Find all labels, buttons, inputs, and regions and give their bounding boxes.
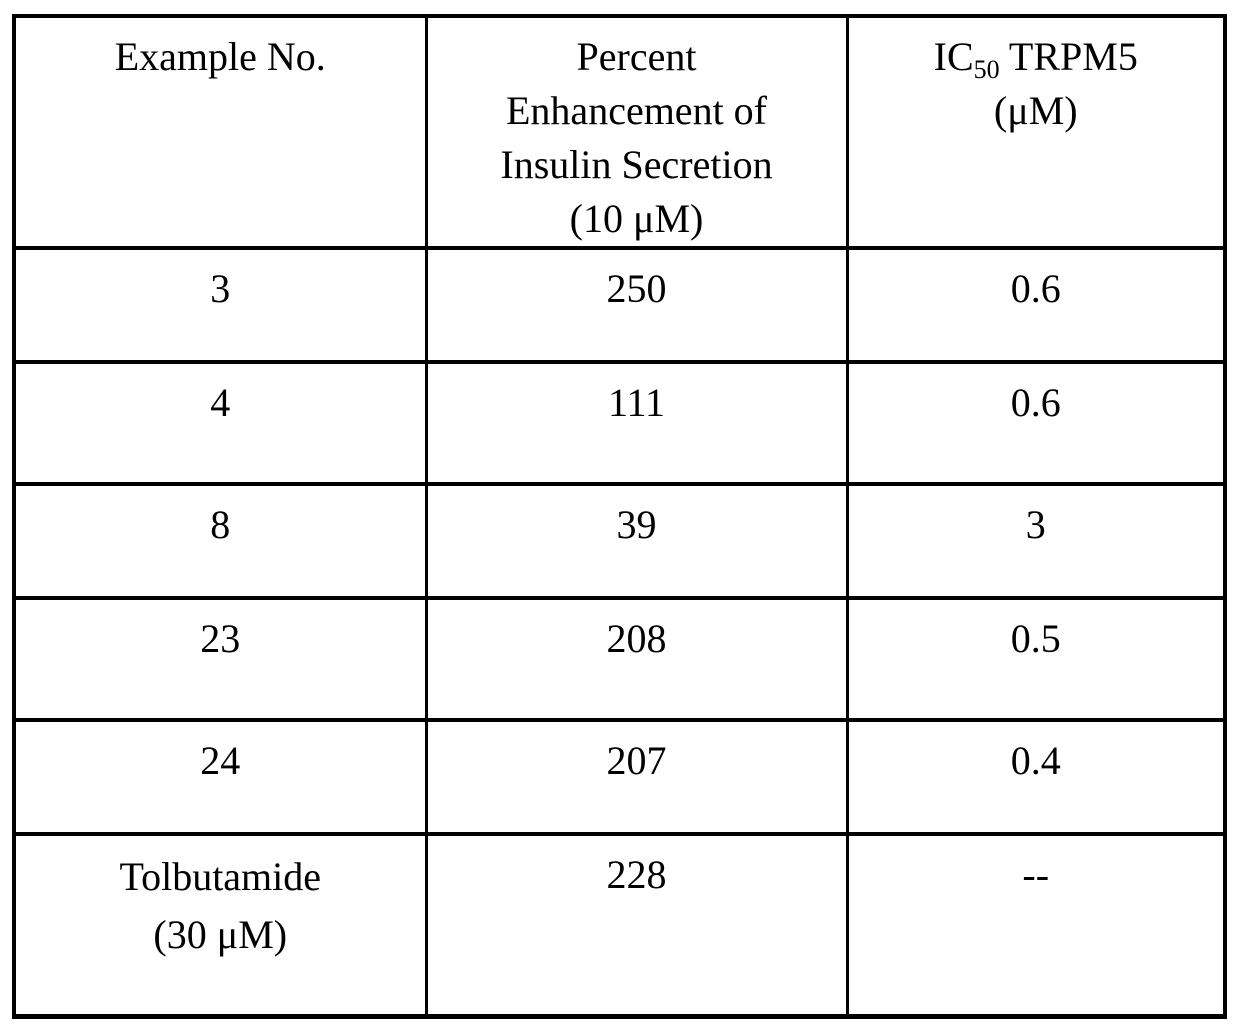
cell-percent-enhancement: 207 (424, 718, 849, 836)
cell-percent-enhancement: 111 (424, 360, 849, 486)
ic-suffix: TRPM5 (999, 34, 1138, 79)
cell-ic50: -- (845, 832, 1227, 1019)
table-header-row: Example No. Percent Enhancement of Insul… (12, 14, 1227, 250)
cell-ic50: 0.6 (845, 360, 1227, 486)
header-line: Enhancement of (506, 88, 767, 133)
header-example-no-label: Example No. (114, 34, 326, 79)
cell-ic50: 0.6 (845, 246, 1227, 364)
cell-example-no: 4 (12, 360, 428, 486)
table-row: Tolbutamide (30 μM) 228 -- (12, 832, 1227, 1019)
header-line: IC50 TRPM5 (857, 30, 1216, 84)
ic-prefix: IC (933, 34, 974, 79)
cell-ic50: 0.5 (845, 596, 1227, 722)
table-row: 3 250 0.6 (12, 246, 1227, 364)
cell-percent-enhancement: 250 (424, 246, 849, 364)
table-row: 4 111 0.6 (12, 360, 1227, 486)
tolbutamide-line: Tolbutamide (119, 854, 322, 899)
header-example-no: Example No. (12, 14, 428, 250)
cell-example-no: 24 (12, 718, 428, 836)
cell-percent-enhancement: 208 (424, 596, 849, 722)
table-row: 24 207 0.4 (12, 718, 1227, 836)
cell-ic50: 0.4 (845, 718, 1227, 836)
ic-subscript: 50 (973, 55, 1000, 84)
table-row: 8 39 3 (12, 482, 1227, 600)
cell-example-no: 23 (12, 596, 428, 722)
cell-example-no: 3 (12, 246, 428, 364)
header-line: (10 μM) (569, 196, 704, 241)
header-percent-enhancement: Percent Enhancement of Insulin Secretion… (424, 14, 849, 250)
cell-ic50: 3 (845, 482, 1227, 600)
header-ic50-trpm5: IC50 TRPM5 (μM) (845, 14, 1227, 250)
header-line: (μM) (993, 88, 1078, 133)
results-table: Example No. Percent Enhancement of Insul… (12, 14, 1227, 1019)
cell-percent-enhancement: 228 (424, 832, 849, 1019)
header-line: Insulin Secretion (500, 142, 773, 187)
header-line: Percent (576, 34, 697, 79)
tolbutamide-line: (30 μM) (153, 912, 288, 957)
cell-example-no: 8 (12, 482, 428, 600)
table-row: 23 208 0.5 (12, 596, 1227, 722)
cell-example-tolbutamide: Tolbutamide (30 μM) (12, 832, 428, 1019)
cell-percent-enhancement: 39 (424, 482, 849, 600)
